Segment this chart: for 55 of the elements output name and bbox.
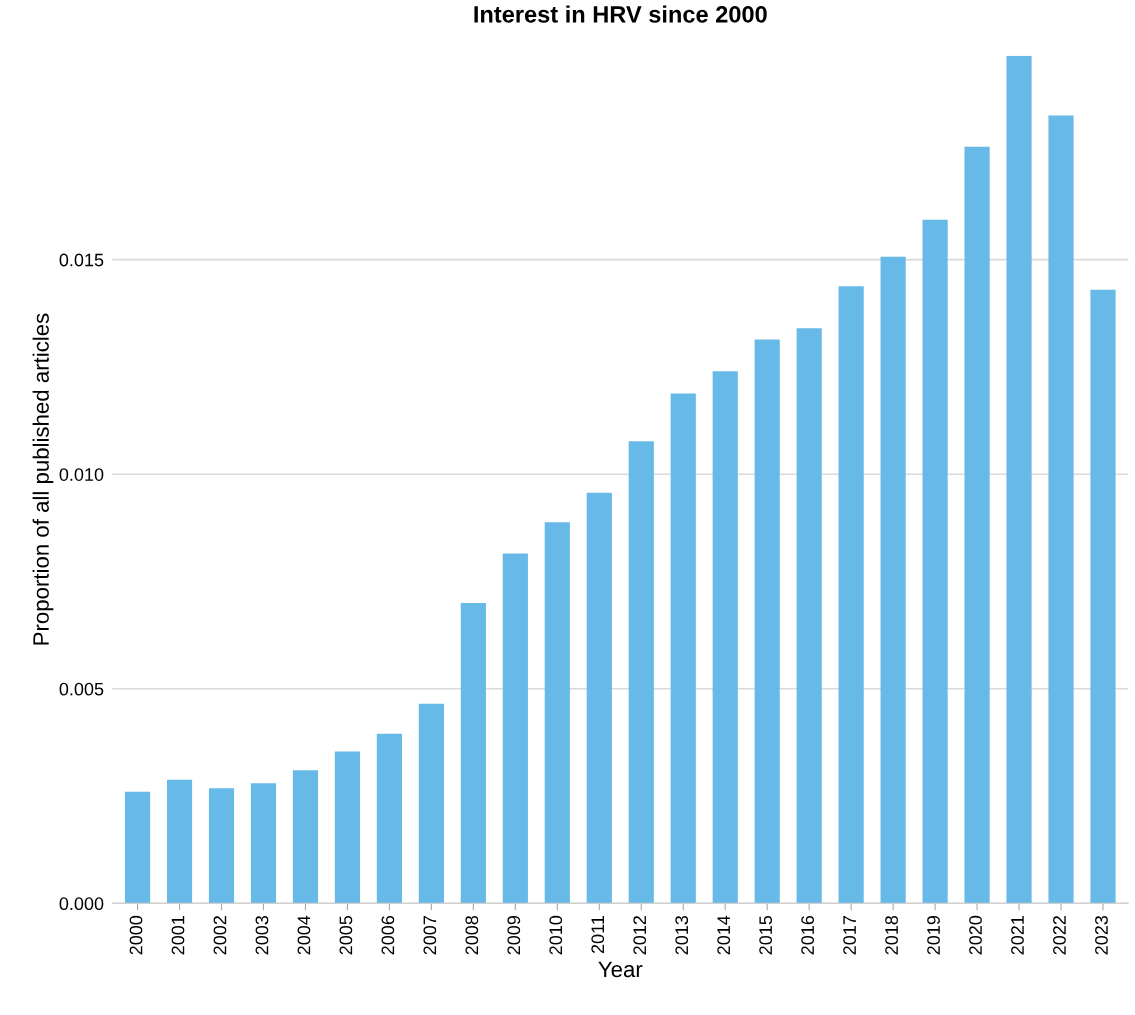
x-tick-label: 2022 bbox=[1053, 916, 1066, 955]
x-tick-label: 2000 bbox=[129, 915, 143, 955]
bar bbox=[964, 146, 990, 904]
x-tick-label: 2012 bbox=[633, 916, 647, 955]
x-tick-label: 2013 bbox=[675, 915, 689, 955]
y-tick-label: 0.005 bbox=[59, 682, 104, 696]
bar bbox=[922, 219, 948, 904]
x-tick-label: 2008 bbox=[465, 915, 479, 955]
x-tick-label: 2014 bbox=[717, 915, 731, 955]
x-tick-label: 2015 bbox=[759, 915, 773, 955]
chart-title: Interest in HRV since 2000 bbox=[474, 5, 767, 23]
bar bbox=[376, 733, 402, 904]
bar bbox=[166, 779, 193, 904]
bar bbox=[586, 492, 612, 904]
bar bbox=[670, 393, 696, 904]
bar bbox=[334, 751, 361, 904]
x-tick-label: 2020 bbox=[969, 915, 982, 955]
x-tick-label: 2002 bbox=[213, 916, 227, 955]
x-tick-label: 2005 bbox=[339, 915, 353, 955]
bar bbox=[1090, 289, 1116, 904]
x-tick-label: 2017 bbox=[843, 916, 856, 955]
x-tick-label: 2021 bbox=[1011, 916, 1024, 955]
bar bbox=[880, 256, 906, 904]
bar bbox=[544, 522, 570, 904]
x-tick-label: 2023 bbox=[1095, 915, 1108, 955]
bar bbox=[208, 788, 235, 904]
x-tick-label: 2004 bbox=[297, 915, 311, 955]
x-tick-label: 2009 bbox=[507, 916, 521, 955]
x-tick-label: 2007 bbox=[423, 916, 437, 955]
x-tick-label: 2003 bbox=[255, 915, 269, 955]
bar bbox=[754, 339, 780, 904]
x-tick-label: 2016 bbox=[801, 915, 815, 955]
x-tick-label: 2010 bbox=[549, 915, 563, 955]
bar bbox=[460, 602, 486, 904]
bar bbox=[124, 791, 151, 904]
bar bbox=[628, 441, 654, 904]
y-tick-label: 0.000 bbox=[59, 897, 104, 911]
bar bbox=[250, 783, 277, 904]
bar bbox=[1006, 55, 1032, 904]
y-axis-title: Proportion of all published articles bbox=[32, 313, 54, 645]
x-tick-label: 2006 bbox=[381, 915, 395, 955]
bar bbox=[796, 328, 822, 904]
bar bbox=[1048, 115, 1074, 904]
y-tick-label: 0.015 bbox=[59, 253, 104, 267]
bar bbox=[712, 371, 738, 904]
x-axis-title: Year bbox=[598, 961, 643, 978]
bar bbox=[502, 553, 528, 904]
x-tick-label: 2011 bbox=[591, 916, 605, 954]
x-tick-label: 2018 bbox=[885, 915, 898, 955]
bar bbox=[838, 286, 864, 904]
bar bbox=[418, 703, 444, 904]
x-tick-label: 2001 bbox=[171, 916, 185, 955]
x-tick-label: 2019 bbox=[927, 916, 940, 955]
y-tick-label: 0.010 bbox=[59, 468, 104, 481]
bar bbox=[292, 770, 319, 904]
